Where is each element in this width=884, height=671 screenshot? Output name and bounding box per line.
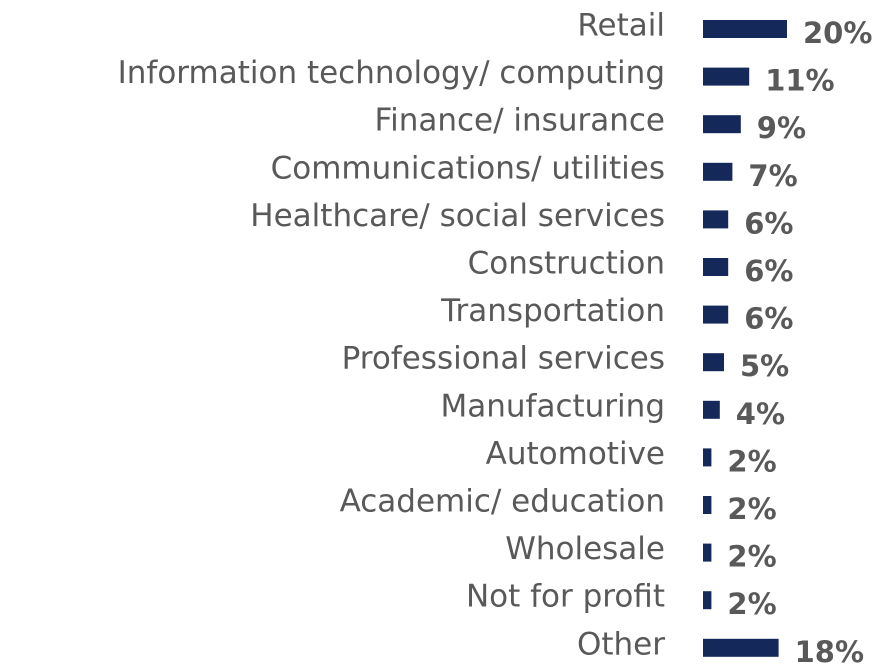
value-label: 20% (803, 16, 872, 50)
category-label: Automotive (486, 436, 665, 472)
value-label: 7% (748, 159, 797, 193)
value-label: 2% (727, 540, 776, 574)
value-label: 2% (727, 444, 776, 478)
bar (703, 591, 712, 610)
bar (703, 400, 720, 419)
bar (703, 543, 712, 562)
value-label: 2% (727, 492, 776, 526)
value-label: 11% (765, 64, 834, 98)
category-label: Retail (577, 8, 665, 44)
value-label: 2% (727, 587, 776, 621)
value-label: 6% (744, 254, 793, 288)
category-label: Other (577, 626, 665, 662)
value-label: 5% (740, 349, 789, 383)
bar (703, 353, 724, 372)
bar (703, 162, 733, 181)
bar (703, 115, 741, 134)
category-label: Manufacturing (441, 388, 665, 424)
category-label: Finance/ insurance (375, 103, 665, 139)
category-label: Wholesale (505, 531, 665, 567)
value-label: 4% (736, 397, 785, 431)
bar (703, 210, 729, 229)
value-label: 18% (795, 635, 864, 669)
bar (703, 67, 750, 86)
category-label: Transportation (440, 293, 665, 329)
bar (703, 305, 729, 324)
bar (703, 448, 712, 467)
bar (703, 20, 787, 38)
category-label: Not for profit (466, 579, 665, 615)
category-label: Professional services (342, 341, 665, 377)
value-label: 6% (744, 206, 793, 240)
category-label: Construction (468, 246, 665, 282)
bar (703, 496, 712, 514)
value-label: 6% (744, 302, 793, 336)
value-label: 9% (757, 111, 806, 145)
category-label: Academic/ education (340, 484, 665, 520)
category-label: Healthcare/ social services (250, 198, 665, 234)
category-label: Information technology/ computing (118, 55, 665, 91)
category-label: Communications/ utilities (271, 150, 665, 186)
bar (703, 258, 729, 276)
bar (703, 638, 779, 657)
